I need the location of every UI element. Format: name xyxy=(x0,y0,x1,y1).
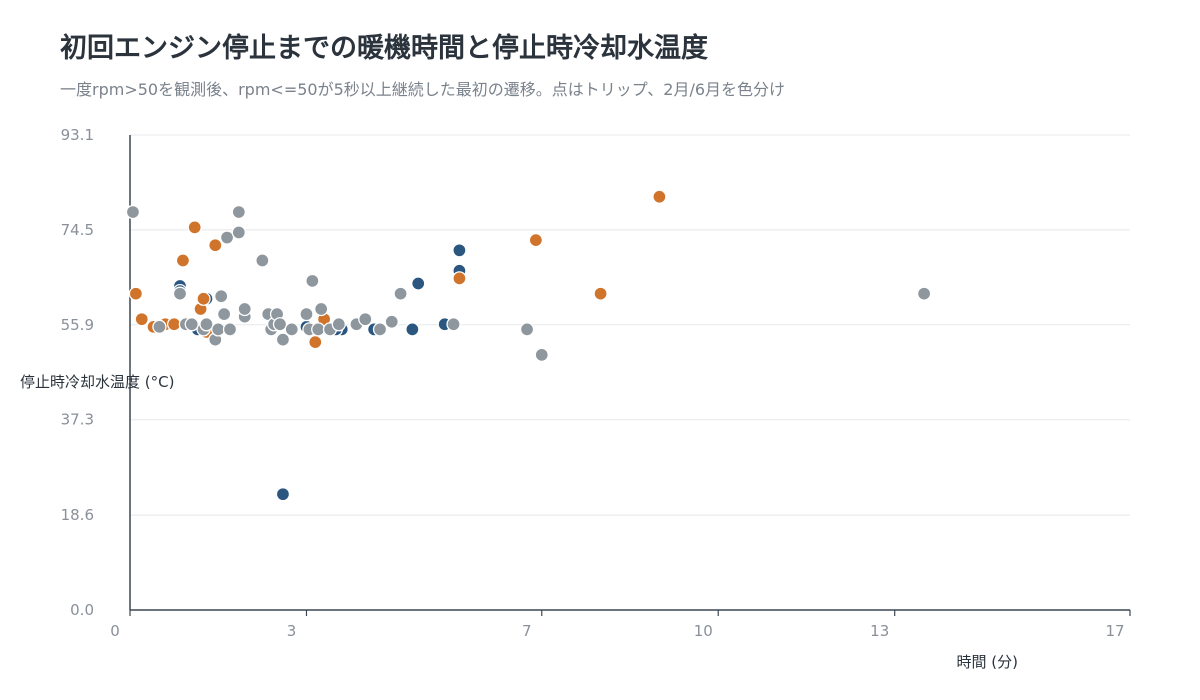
data-points xyxy=(125,189,932,502)
data-point xyxy=(916,286,932,301)
x-tick-labels: 0 3 7 10 13 17 xyxy=(110,610,1131,640)
y-tick-label: 74.5 xyxy=(61,221,94,239)
data-point xyxy=(275,487,291,502)
data-point xyxy=(331,317,346,332)
data-point xyxy=(196,291,211,306)
y-tick-label: 0.0 xyxy=(70,601,94,619)
data-point xyxy=(405,322,420,337)
data-point xyxy=(187,220,202,235)
y-tick-label: 55.9 xyxy=(61,316,94,334)
chart-title: 初回エンジン停止までの暖機時間と停止時冷却水温度 xyxy=(60,33,708,64)
data-point xyxy=(311,322,326,337)
data-point xyxy=(308,334,323,350)
data-point xyxy=(452,243,467,258)
y-tick-label: 18.6 xyxy=(61,506,94,524)
axes xyxy=(129,135,1130,611)
data-point xyxy=(231,225,246,240)
data-point xyxy=(358,312,373,327)
x-tick-label: 3 xyxy=(287,622,297,640)
data-point xyxy=(411,276,426,291)
data-point xyxy=(528,232,544,248)
data-point xyxy=(255,253,270,268)
data-point xyxy=(231,204,246,220)
gridlines xyxy=(130,134,1130,516)
data-point xyxy=(372,322,388,337)
data-point xyxy=(272,317,288,332)
data-point xyxy=(452,271,467,286)
data-point xyxy=(214,289,229,304)
data-point xyxy=(305,273,320,289)
y-tick-label: 37.3 xyxy=(61,411,94,429)
data-point xyxy=(393,286,408,301)
data-point xyxy=(593,286,608,301)
x-tick-label: 13 xyxy=(870,622,889,640)
x-tick-label: 0 xyxy=(110,622,120,640)
data-point xyxy=(152,319,167,334)
data-point xyxy=(384,314,399,329)
y-tick-label: 93.1 xyxy=(61,126,94,144)
data-point xyxy=(222,322,238,337)
data-point xyxy=(172,286,188,301)
data-point xyxy=(134,312,149,327)
data-point xyxy=(519,322,535,337)
data-point xyxy=(199,317,214,332)
x-tick-label: 7 xyxy=(522,622,532,640)
data-point xyxy=(125,204,141,220)
data-point xyxy=(166,317,182,332)
data-point xyxy=(208,238,223,253)
data-point xyxy=(275,332,291,347)
data-point xyxy=(652,189,667,204)
data-point xyxy=(219,230,235,245)
data-point xyxy=(211,322,226,337)
chart-subtitle: 一度rpm>50を観測後、rpm<=50が5秒以上継続した最初の遷移。点はトリッ… xyxy=(60,80,786,99)
data-point xyxy=(128,286,144,301)
data-point xyxy=(175,253,191,268)
x-tick-label: 10 xyxy=(694,622,713,640)
data-point xyxy=(216,306,232,322)
x-tick-label: 17 xyxy=(1105,622,1124,640)
y-tick-labels: 0.0 18.6 37.3 55.9 74.5 93.1 xyxy=(61,126,94,619)
data-point xyxy=(284,322,299,337)
data-point xyxy=(237,301,252,317)
data-point xyxy=(184,317,199,332)
data-point xyxy=(534,347,549,363)
data-point xyxy=(314,301,329,317)
y-axis-title: 停止時冷却水温度 (°C) xyxy=(20,373,174,391)
x-axis-title: 時間 (分) xyxy=(957,653,1018,671)
data-point xyxy=(446,317,461,332)
data-point xyxy=(299,306,314,322)
